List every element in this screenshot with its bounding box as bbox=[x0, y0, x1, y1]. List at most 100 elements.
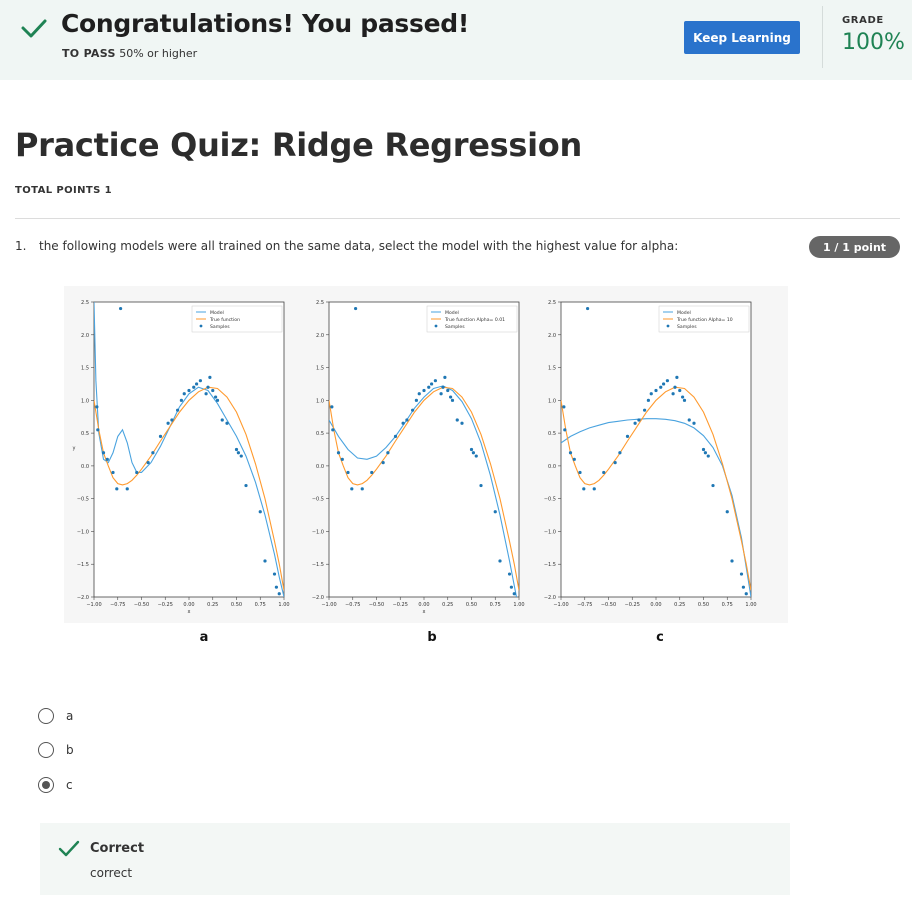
x-tick-label: 0.50 bbox=[466, 602, 477, 608]
option-c[interactable]: c bbox=[38, 775, 73, 795]
sample-point bbox=[449, 395, 453, 399]
legend-label: Samples bbox=[677, 324, 697, 330]
sample-point bbox=[215, 398, 220, 402]
option-a[interactable]: a bbox=[38, 706, 73, 726]
sample-point bbox=[625, 434, 630, 438]
x-tick-label: −0.50 bbox=[134, 602, 149, 608]
x-tick-label: 0.75 bbox=[490, 602, 501, 608]
sample-point bbox=[649, 392, 653, 396]
y-axis-label: y bbox=[73, 446, 76, 452]
y-tick-label: 2.0 bbox=[548, 333, 556, 339]
sample-point bbox=[239, 454, 243, 458]
x-tick-label: −0.50 bbox=[601, 602, 616, 608]
y-tick-label: 0.5 bbox=[81, 431, 89, 437]
sample-point bbox=[115, 487, 119, 491]
y-tick-label: 0.0 bbox=[316, 464, 324, 470]
x-axis-label: x bbox=[188, 609, 191, 615]
x-tick-label: −0.75 bbox=[577, 602, 592, 608]
to-pass-value: 50% or higher bbox=[119, 47, 198, 60]
sample-point bbox=[208, 375, 212, 379]
y-tick-label: −0.5 bbox=[77, 497, 89, 503]
sample-point bbox=[277, 592, 281, 596]
sample-point bbox=[370, 470, 374, 475]
radio-button[interactable] bbox=[38, 708, 54, 724]
y-tick-label: 2.5 bbox=[81, 300, 89, 306]
sample-point bbox=[340, 457, 344, 461]
sample-point bbox=[618, 451, 622, 455]
sample-point bbox=[637, 418, 641, 422]
x-tick-label: 0.75 bbox=[255, 602, 266, 608]
x-tick-label: 0.00 bbox=[650, 602, 661, 608]
x-tick-label: −0.75 bbox=[345, 602, 360, 608]
y-tick-label: −2.0 bbox=[77, 595, 89, 601]
to-pass-label: TO PASS bbox=[62, 47, 116, 60]
legend-box bbox=[191, 305, 283, 333]
sample-point bbox=[272, 572, 277, 576]
sample-point bbox=[460, 421, 464, 425]
y-tick-label: −1.5 bbox=[312, 562, 324, 568]
x-tick-label: −1.00 bbox=[321, 602, 336, 608]
radio-button[interactable] bbox=[38, 777, 54, 793]
y-tick-label: −1.5 bbox=[77, 562, 89, 568]
y-tick-label: 1.5 bbox=[81, 366, 89, 372]
model-line bbox=[561, 418, 751, 597]
option-b[interactable]: b bbox=[38, 740, 74, 760]
grade-value: 100% bbox=[842, 30, 905, 55]
radio-button[interactable] bbox=[38, 742, 54, 758]
keep-learning-button[interactable]: Keep Learning bbox=[684, 21, 800, 54]
sample-point bbox=[582, 487, 586, 491]
sample-point bbox=[411, 408, 415, 412]
sample-point bbox=[234, 447, 239, 452]
question-number: 1. bbox=[15, 239, 27, 253]
x-tick-label: 0.00 bbox=[183, 602, 194, 608]
sample-point bbox=[119, 306, 123, 311]
sample-point bbox=[673, 385, 677, 389]
pass-requirement: TO PASS 50% or higher bbox=[62, 47, 197, 60]
plot-area bbox=[560, 301, 752, 598]
sample-point bbox=[572, 457, 576, 461]
x-tick-label: 0.25 bbox=[674, 602, 685, 608]
legend-label: True function bbox=[209, 317, 240, 323]
total-points: TOTAL POINTS 1 bbox=[15, 185, 112, 196]
sample-point bbox=[182, 392, 186, 396]
x-tick-label: 0.75 bbox=[722, 602, 733, 608]
sample-point bbox=[225, 421, 229, 425]
plot-area bbox=[328, 301, 520, 598]
y-tick-label: 1.5 bbox=[548, 366, 556, 372]
sample-point bbox=[263, 559, 267, 563]
check-icon bbox=[58, 840, 80, 857]
legend-label: Samples bbox=[445, 324, 465, 330]
sample-point bbox=[633, 421, 637, 425]
sample-point bbox=[105, 457, 109, 461]
sample-point bbox=[204, 392, 208, 396]
legend-label: Samples bbox=[210, 324, 230, 330]
sample-point bbox=[414, 398, 418, 402]
x-axis-label: x bbox=[423, 609, 426, 615]
panel-label: b bbox=[427, 630, 436, 645]
x-tick-label: 0.00 bbox=[418, 602, 429, 608]
sample-point bbox=[586, 306, 590, 311]
legend-label: True function Alpha= 0.01 bbox=[444, 317, 505, 323]
sample-point bbox=[592, 487, 596, 491]
y-tick-label: −0.5 bbox=[312, 497, 324, 503]
sample-point bbox=[135, 470, 139, 475]
sample-point bbox=[417, 392, 421, 396]
option-label: b bbox=[66, 743, 74, 757]
y-tick-label: −0.5 bbox=[544, 497, 556, 503]
sample-point bbox=[739, 572, 744, 576]
sample-point bbox=[725, 510, 729, 514]
sample-point bbox=[220, 418, 224, 422]
sample-point bbox=[701, 447, 706, 452]
sample-point bbox=[441, 385, 445, 389]
page-title: Practice Quiz: Ridge Regression bbox=[15, 126, 582, 164]
sample-point bbox=[236, 451, 240, 455]
sample-point bbox=[146, 461, 150, 465]
sample-point bbox=[662, 382, 666, 386]
question-figure: 2.52.01.51.00.50.0−0.5−1.0−1.5−2.0−1.00−… bbox=[64, 286, 788, 645]
result-title: Congratulations! You passed! bbox=[61, 9, 469, 38]
x-tick-label: −0.25 bbox=[393, 602, 408, 608]
y-tick-label: −1.0 bbox=[312, 529, 324, 535]
x-tick-label: −1.00 bbox=[86, 602, 101, 608]
sample-point bbox=[744, 592, 748, 596]
y-tick-label: 2.5 bbox=[316, 300, 324, 306]
